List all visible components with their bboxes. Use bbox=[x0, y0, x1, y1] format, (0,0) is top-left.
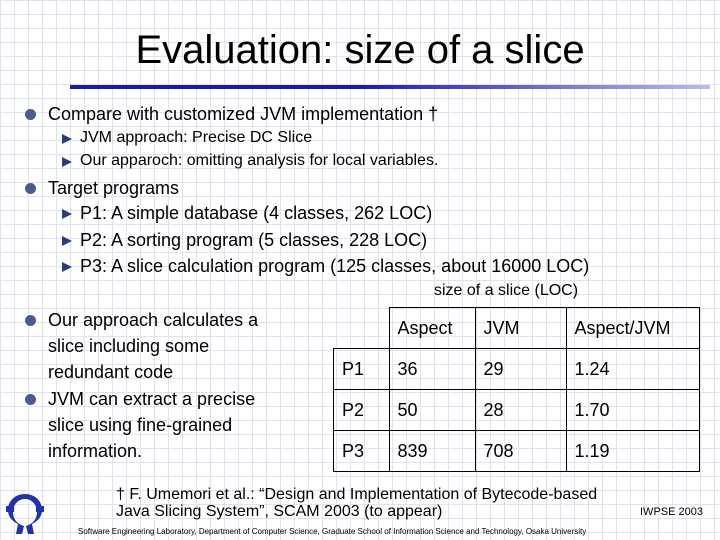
bullet-icon bbox=[25, 183, 36, 194]
slide-title: Evaluation: size of a slice bbox=[135, 28, 585, 72]
sub-bullet: JVM approach: Precise DC Slice bbox=[80, 129, 313, 146]
cell: P2 bbox=[333, 389, 390, 431]
sub-bullet-icon bbox=[62, 134, 72, 144]
header-cell: Aspect bbox=[388, 307, 476, 349]
bullet: Target programs bbox=[48, 178, 180, 198]
table-caption: size of a slice (LOC) bbox=[434, 282, 579, 299]
cell: 1.70 bbox=[565, 389, 700, 431]
sub-bullet: P1: A simple database (4 classes, 262 LO… bbox=[80, 203, 433, 223]
table-header: Aspect JVM Aspect/JVM bbox=[333, 307, 700, 349]
bullet-icon bbox=[25, 109, 36, 120]
cell: 708 bbox=[474, 430, 567, 472]
footnote: Java Slicing System”, SCAM 2003 (to appe… bbox=[116, 503, 443, 520]
header-cell: Aspect/JVM bbox=[565, 307, 700, 349]
sub-bullet: Our apparoch: omitting analysis for loca… bbox=[80, 152, 439, 169]
cell: 36 bbox=[388, 348, 476, 390]
cell: 29 bbox=[474, 348, 567, 390]
cell: P1 bbox=[333, 348, 390, 390]
header-cell: JVM bbox=[474, 307, 567, 349]
table-row: P1 36 29 1.24 bbox=[333, 348, 700, 390]
sub-bullet-icon bbox=[62, 157, 72, 167]
bullet: JVM can extract a precise slice using fi… bbox=[48, 389, 256, 461]
blank-cell bbox=[333, 307, 390, 349]
sub-bullet-icon bbox=[62, 262, 72, 272]
cell: P3 bbox=[333, 430, 390, 472]
title-rule bbox=[70, 85, 710, 89]
cell: 28 bbox=[474, 389, 567, 431]
sub-bullet-icon bbox=[62, 236, 72, 246]
footer: Software Engineering Laboratory, Departm… bbox=[78, 527, 587, 536]
bullet-icon bbox=[25, 394, 36, 405]
sub-bullet-icon bbox=[62, 209, 72, 219]
cell: 50 bbox=[388, 389, 476, 431]
sub-bullet: P2: A sorting program (5 classes, 228 LO… bbox=[80, 230, 428, 250]
bullet: Our approach calculates a slice includin… bbox=[48, 310, 259, 382]
logo bbox=[6, 494, 44, 534]
cell: 1.19 bbox=[565, 430, 700, 472]
cell: 839 bbox=[388, 430, 476, 472]
cell: 1.24 bbox=[565, 348, 700, 390]
footnote: † F. Umemori et al.: “Design and Impleme… bbox=[116, 486, 598, 503]
conference: IWPSE 2003 bbox=[640, 506, 703, 518]
bullet-icon bbox=[25, 315, 36, 326]
slice-table: Aspect JVM Aspect/JVM P1 36 29 1.24 P2 5… bbox=[333, 307, 700, 472]
table-row: P3 839 708 1.19 bbox=[333, 430, 700, 472]
table-row: P2 50 28 1.70 bbox=[333, 389, 700, 431]
bullet: Compare with customized JVM implementati… bbox=[48, 104, 439, 124]
sub-bullet: P3: A slice calculation program (125 cla… bbox=[80, 256, 590, 276]
